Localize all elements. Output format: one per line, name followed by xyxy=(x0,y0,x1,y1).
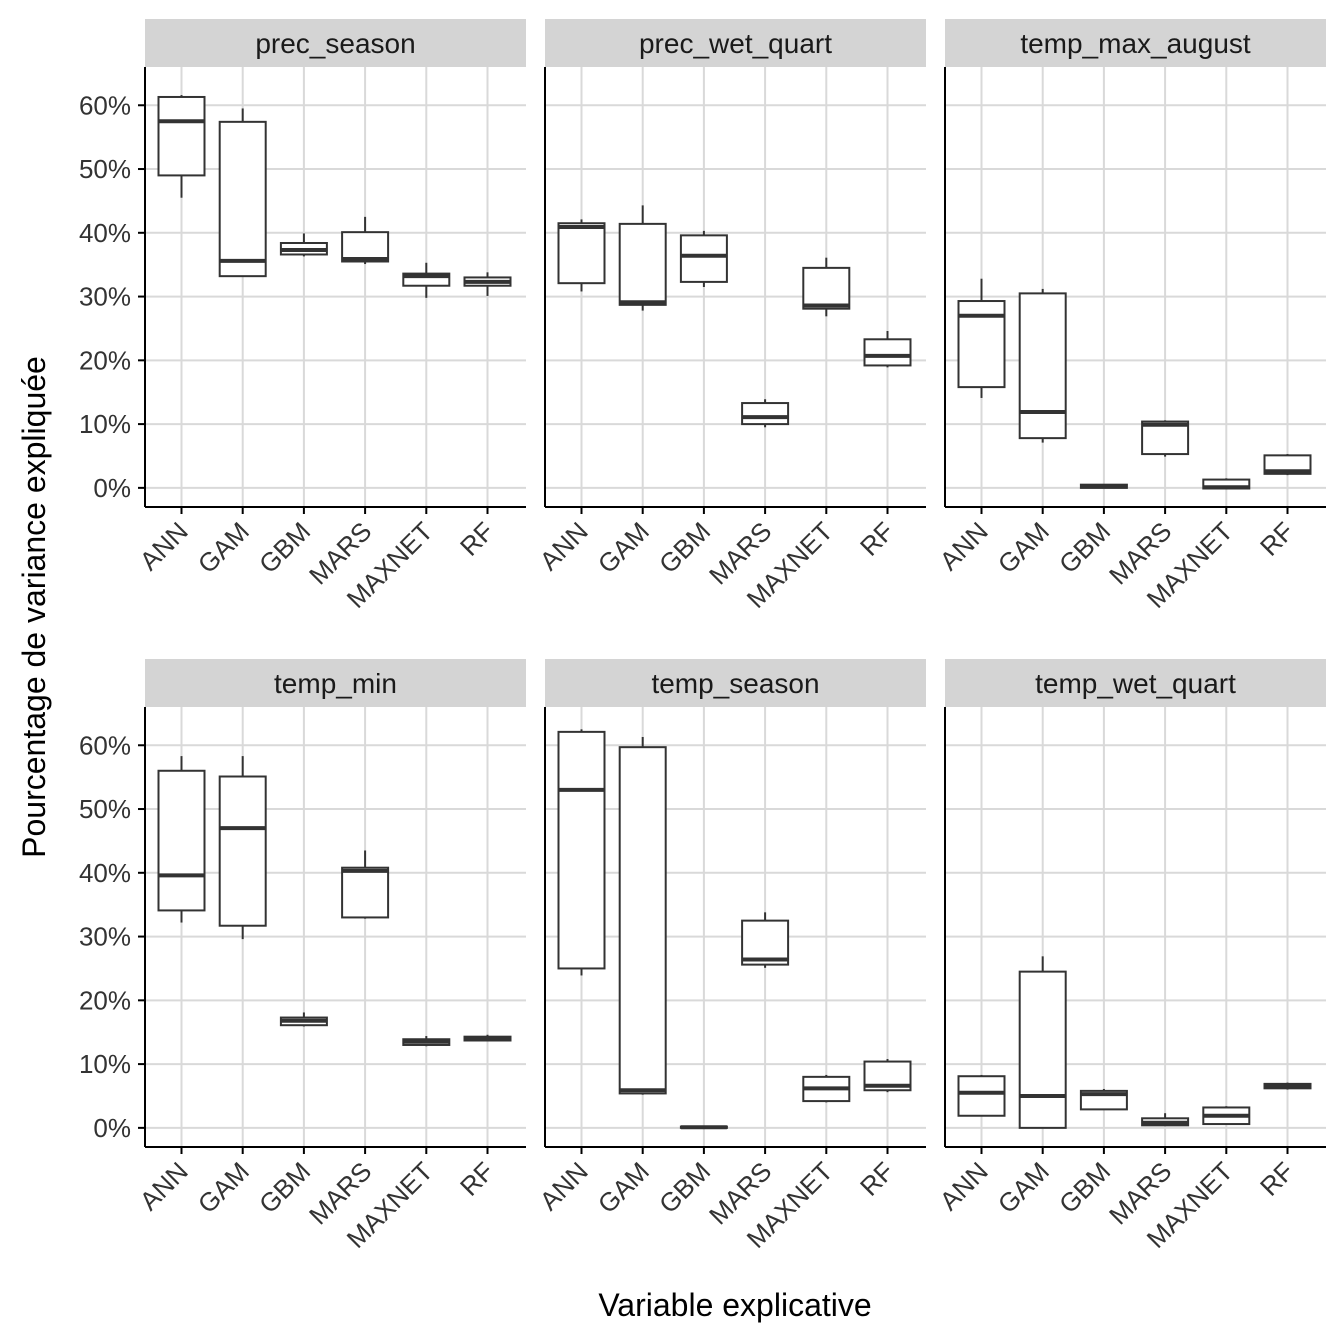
box-gbm xyxy=(1081,484,1127,488)
x-tick-label: GAM xyxy=(992,1156,1055,1219)
box-iqr xyxy=(959,1076,1005,1116)
box-iqr xyxy=(1020,972,1066,1128)
box-iqr xyxy=(865,339,911,365)
box-gam xyxy=(620,205,666,310)
box-mars xyxy=(342,850,388,918)
y-axis-title: Pourcentage de variance expliquée xyxy=(16,356,52,858)
box-iqr xyxy=(220,122,266,276)
box-rf xyxy=(865,331,911,367)
facet-panel-temp-max-august: temp_max_augustANNGAMGBMMARSMAXNET RF xyxy=(934,19,1326,614)
box-rf xyxy=(465,272,511,296)
box-maxnet xyxy=(803,258,849,317)
box-rf xyxy=(1265,454,1311,475)
box-iqr xyxy=(620,224,666,305)
x-tick-label: RF xyxy=(454,516,500,562)
y-tick-label: 10% xyxy=(79,1049,131,1079)
box-maxnet xyxy=(1203,1106,1249,1124)
y-tick-label: 40% xyxy=(79,858,131,888)
box-rf xyxy=(465,1035,511,1041)
box-mars xyxy=(1142,420,1188,456)
box-mars xyxy=(742,399,788,427)
facet-title: temp_min xyxy=(274,668,397,699)
facet-title: prec_season xyxy=(255,28,415,59)
y-tick-label: 0% xyxy=(93,1113,131,1143)
box-maxnet xyxy=(803,1075,849,1102)
box-gam xyxy=(1020,956,1066,1128)
x-tick-label: GAM xyxy=(592,516,655,579)
box-rf xyxy=(865,1059,911,1092)
y-tick-label: 60% xyxy=(79,730,131,760)
x-tick-label: ANN xyxy=(934,516,994,576)
box-ann xyxy=(159,95,205,198)
box-rf xyxy=(1265,1083,1311,1090)
box-ann xyxy=(559,729,605,975)
box-iqr xyxy=(342,868,388,918)
y-tick-label: 20% xyxy=(79,985,131,1015)
box-gbm xyxy=(281,233,327,256)
x-tick-label: GAM xyxy=(192,516,255,579)
y-tick-label: 30% xyxy=(79,922,131,952)
box-iqr xyxy=(159,771,205,911)
box-gbm xyxy=(281,1012,327,1026)
box-gbm xyxy=(681,1126,727,1129)
x-tick-label: GAM xyxy=(992,516,1055,579)
y-tick-label: 50% xyxy=(79,794,131,824)
x-tick-label: RF xyxy=(454,1156,500,1202)
x-tick-label: ANN xyxy=(534,1156,594,1216)
x-tick-label: GAM xyxy=(192,1156,255,1219)
box-iqr xyxy=(681,235,727,282)
box-iqr xyxy=(220,777,266,926)
x-tick-label: RF xyxy=(1254,516,1300,562)
box-maxnet xyxy=(403,1036,449,1046)
x-tick-label: ANN xyxy=(934,1156,994,1216)
box-iqr xyxy=(620,747,666,1093)
box-iqr xyxy=(559,732,605,969)
y-tick-label: 60% xyxy=(79,90,131,120)
box-iqr xyxy=(742,403,788,424)
box-gam xyxy=(1020,289,1066,443)
box-gam xyxy=(220,756,266,939)
y-tick-label: 0% xyxy=(93,473,131,503)
x-tick-label: ANN xyxy=(134,516,194,576)
box-mars xyxy=(342,217,388,264)
x-tick-label: RF xyxy=(854,1156,900,1202)
box-maxnet xyxy=(1203,478,1249,489)
x-tick-label: RF xyxy=(854,516,900,562)
x-tick-label: RF xyxy=(1254,1156,1300,1202)
box-ann xyxy=(559,219,605,291)
y-tick-label: 40% xyxy=(79,218,131,248)
box-maxnet xyxy=(403,263,449,298)
box-ann xyxy=(959,1075,1005,1116)
facet-title: prec_wet_quart xyxy=(639,28,832,59)
box-iqr xyxy=(803,268,849,309)
box-mars xyxy=(1142,1113,1188,1126)
facet-title: temp_season xyxy=(651,668,819,699)
box-gam xyxy=(220,108,266,276)
box-iqr xyxy=(559,223,605,283)
x-axis-title: Variable explicative xyxy=(598,1287,871,1323)
box-iqr xyxy=(159,97,205,175)
box-gbm xyxy=(681,231,727,287)
x-tick-label: ANN xyxy=(134,1156,194,1216)
box-ann xyxy=(159,756,205,922)
x-tick-label: ANN xyxy=(534,516,594,576)
facet-title: temp_wet_quart xyxy=(1035,668,1236,699)
box-gbm xyxy=(1081,1089,1127,1110)
box-gam xyxy=(620,737,666,1095)
box-mars xyxy=(742,912,788,967)
facet-panel-temp-season: temp_seasonANNGAMGBMMARSMAXNET RF xyxy=(534,659,926,1254)
y-tick-label: 10% xyxy=(79,409,131,439)
y-tick-label: 20% xyxy=(79,345,131,375)
x-tick-label: GAM xyxy=(592,1156,655,1219)
y-tick-label: 50% xyxy=(79,154,131,184)
facet-title: temp_max_august xyxy=(1020,28,1251,59)
box-iqr xyxy=(1020,293,1066,438)
y-tick-label: 30% xyxy=(79,282,131,312)
